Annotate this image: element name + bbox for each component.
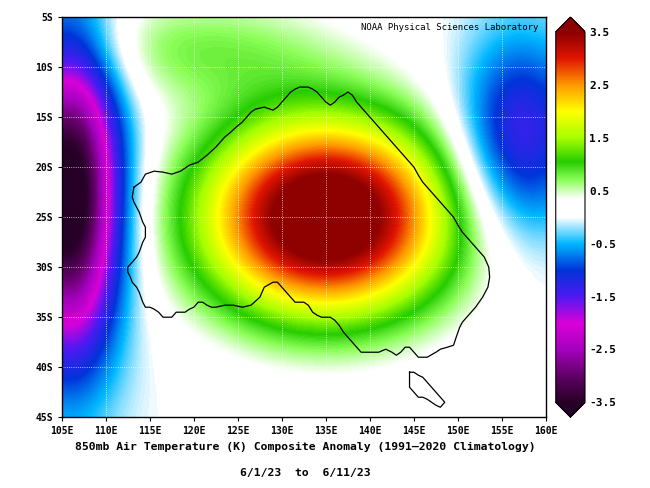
Text: 850mb Air Temperature (K) Composite Anomaly (1991–2020 Climatology): 850mb Air Temperature (K) Composite Anom… — [75, 442, 536, 452]
Text: 6/1/23  to  6/11/23: 6/1/23 to 6/11/23 — [240, 468, 370, 478]
Text: NOAA Physical Sciences Laboratory: NOAA Physical Sciences Laboratory — [361, 23, 539, 32]
PathPatch shape — [556, 17, 585, 32]
PathPatch shape — [556, 403, 585, 417]
